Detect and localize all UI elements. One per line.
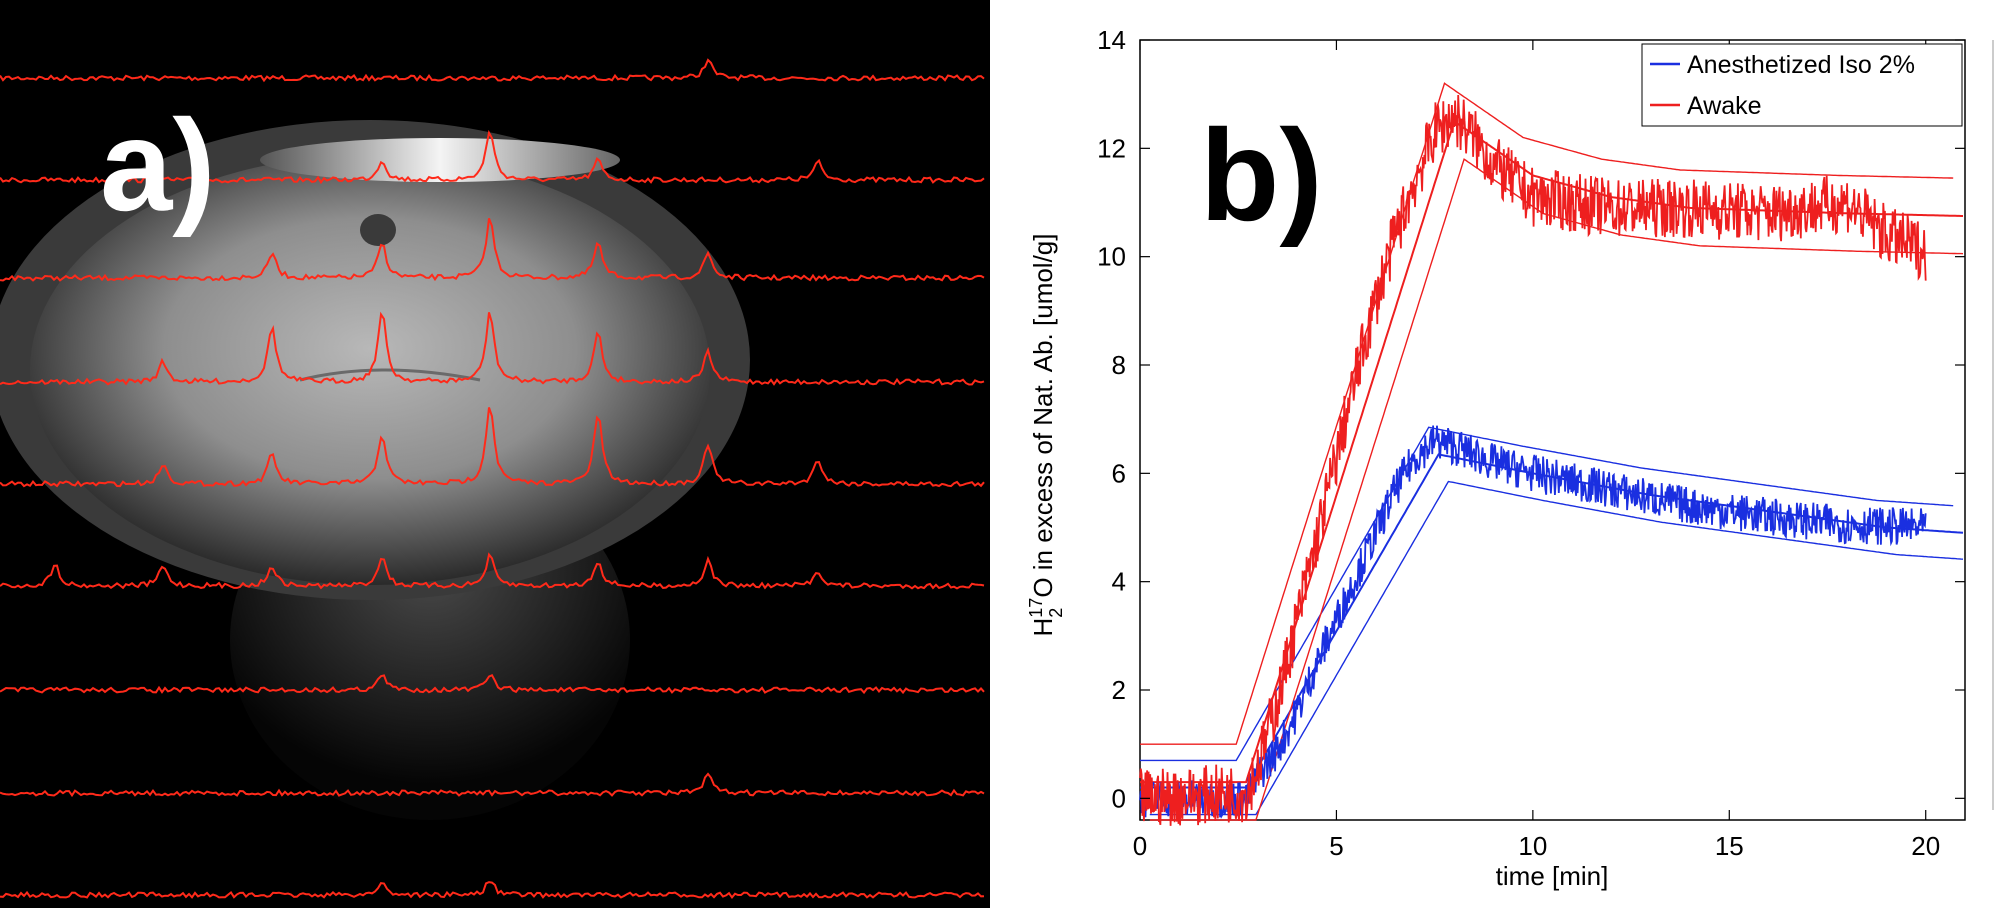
y-tick-label: 10 xyxy=(1097,242,1126,272)
y-axis-label: H217O in excess of Nat. Ab. [umol/g] xyxy=(1026,234,1066,637)
x-axis-label: time [min] xyxy=(1496,861,1609,891)
x-tick-label: 20 xyxy=(1911,831,1940,861)
ventricle-lines xyxy=(299,368,481,382)
legend-label-awake: Awake xyxy=(1687,92,1762,120)
x-tick-label: 10 xyxy=(1518,831,1547,861)
panel-b-label: b) xyxy=(1200,102,1323,248)
spectrum-trace-row-3 xyxy=(0,218,985,282)
y-tick-label: 8 xyxy=(1112,350,1126,380)
y-tick-label: 2 xyxy=(1112,675,1126,705)
spectrum-trace-row-9 xyxy=(0,881,985,900)
legend: Anesthetized Iso 2% Awake xyxy=(1641,43,1963,127)
legend-label-anesthetized: Anesthetized Iso 2% xyxy=(1687,51,1915,79)
fit-lower-1 xyxy=(1149,480,1964,816)
spectrum-trace-row-6 xyxy=(0,552,985,590)
y-tick-label: 4 xyxy=(1112,567,1126,597)
y-tick-label: 14 xyxy=(1097,25,1126,55)
plot-frame xyxy=(1139,39,1966,821)
chart-svg: 0 5 10 15 20 0 2 4 6 8 10 12 14 time [min] H217O in… xyxy=(1026,25,1994,891)
x-tick-label: 0 xyxy=(1133,831,1147,861)
panel-a-label: a) xyxy=(100,92,216,238)
series-line-1 xyxy=(1139,425,1927,819)
spectrum-trace-row-4 xyxy=(0,311,985,386)
y-tick-label: 12 xyxy=(1097,133,1126,163)
spectrum-trace-row-7 xyxy=(0,674,985,695)
y-tick-label: 6 xyxy=(1112,458,1126,488)
panel-a-mri-image xyxy=(0,0,990,908)
fit-upper-2 xyxy=(1140,82,1954,745)
spectra-traces xyxy=(0,58,985,900)
mri-spectra-overlay xyxy=(0,58,985,900)
midline-dark xyxy=(360,214,396,246)
x-tick-label: 15 xyxy=(1715,831,1744,861)
data-series xyxy=(1139,94,1927,826)
fit-lower-2 xyxy=(1149,158,1964,821)
spectrum-trace-row-1 xyxy=(0,58,985,83)
legend-box xyxy=(1641,43,1963,127)
y-tick-label: 0 xyxy=(1112,783,1126,813)
spectrum-trace-row-8 xyxy=(0,772,985,798)
y-axis-ticks: 0 2 4 6 8 10 12 14 xyxy=(1097,25,1965,813)
scalp-highlight xyxy=(260,138,620,182)
spectrum-trace-row-2 xyxy=(0,129,985,185)
series-line-2 xyxy=(1139,94,1927,826)
panel-b-chart: 0 5 10 15 20 0 2 4 6 8 10 12 14 time [min] H217O in… xyxy=(990,0,2000,908)
x-axis-ticks: 0 5 10 15 20 xyxy=(1133,40,1940,861)
x-tick-label: 5 xyxy=(1329,831,1343,861)
spectrum-trace-row-5 xyxy=(0,407,985,488)
